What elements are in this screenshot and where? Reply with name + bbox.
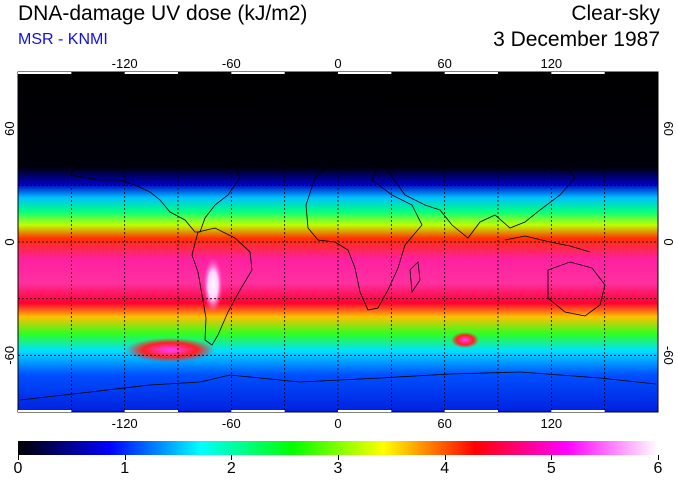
colorbar-tick: [551, 455, 553, 460]
lon-label-bottom: -60: [222, 416, 241, 431]
lon-label-top: 120: [540, 56, 562, 71]
south-america-coast: [191, 227, 253, 346]
madagascar-coast: [409, 261, 421, 294]
colorbar-label: 1: [120, 460, 130, 477]
lat-label-left: -60: [2, 346, 17, 365]
andes-hotspot: [203, 257, 223, 313]
greenland-coast: [264, 119, 311, 169]
colorbar-label: 0: [13, 460, 23, 477]
colorbar-label: 4: [440, 460, 450, 477]
colorbar: [18, 441, 658, 455]
sky-condition-label: Clear-sky: [571, 2, 660, 25]
southern-hotspot-indian: [451, 332, 479, 348]
source-label: MSR - KNMI: [18, 31, 108, 48]
colorbar-tick: [338, 455, 339, 460]
antarctica-coast: [19, 371, 657, 401]
colorbar-label: 3: [333, 460, 343, 477]
longitude-labels-top: -120 -60 0 60 120: [112, 56, 563, 71]
colorbar-tick: [124, 455, 126, 460]
colorbar-label: 6: [653, 460, 663, 477]
lon-label-bottom: -120: [112, 416, 138, 431]
asia-coast: [379, 144, 576, 239]
uv-dose-map: -120 -60 0 60 120 -120 -60 0 60 120 60 0 -60 60 0 -6…: [2, 56, 676, 431]
colorbar-label: 2: [226, 460, 236, 477]
lat-label-right: 60: [661, 121, 676, 135]
frame-ticks: [18, 72, 605, 412]
graticule: [18, 72, 658, 412]
lon-label-top: -60: [222, 56, 241, 71]
colorbar-tick: [658, 455, 659, 460]
europe-africa-coast: [305, 149, 423, 311]
map-title: DNA-damage UV dose (kJ/m2): [18, 2, 308, 25]
lat-label-right: 0: [661, 238, 676, 245]
longitude-labels-bottom: -120 -60 0 60 120: [112, 416, 563, 431]
lon-label-bottom: 60: [437, 416, 451, 431]
colorbar-tick: [231, 455, 233, 460]
australia-coast: [547, 261, 606, 317]
north-america-coast: [69, 139, 241, 233]
lon-label-bottom: 0: [334, 416, 341, 431]
latitude-labels-right: 60 0 -60: [661, 121, 676, 364]
colorbar-label: 5: [546, 460, 556, 477]
colorbar-ticks: [18, 455, 659, 461]
lat-label-left: 0: [2, 238, 17, 245]
latitude-labels-left: 60 0 -60: [2, 121, 17, 364]
lon-label-top: 60: [437, 56, 451, 71]
colorbar-tick: [18, 455, 19, 460]
southern-hotspot-pacific: [125, 338, 215, 362]
coastlines: [19, 119, 657, 401]
lon-label-top: 0: [334, 56, 341, 71]
lat-label-right: -60: [661, 346, 676, 365]
lon-label-bottom: 120: [540, 416, 562, 431]
lat-label-left: 60: [2, 121, 17, 135]
colorbar-tick: [444, 455, 446, 460]
lon-label-top: -120: [112, 56, 138, 71]
date-label: 3 December 1987: [493, 28, 660, 51]
